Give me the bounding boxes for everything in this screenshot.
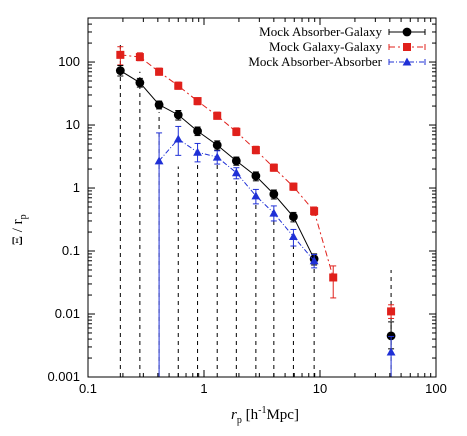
data-point: [135, 53, 144, 62]
data-point: [289, 182, 298, 191]
legend-item: Mock Galaxy-Galaxy: [269, 39, 426, 54]
data-point: [154, 156, 164, 165]
series-layer: [115, 46, 396, 377]
data-point: [269, 189, 279, 199]
x-tick-label: 10: [313, 381, 327, 396]
data-point: [386, 331, 396, 341]
tick-labels: 0.1 1 10 100 0.001 0.01 0.1 1 10 100: [47, 54, 446, 396]
data-point: [329, 273, 338, 282]
data-point: [193, 126, 202, 136]
series-mock-absorber-absorber: [154, 125, 396, 377]
legend-item: Mock Absorber-Galaxy: [259, 24, 426, 39]
y-tick-label: 0.01: [55, 306, 80, 321]
data-point: [213, 111, 222, 120]
y-tick-label: 0.001: [47, 369, 80, 384]
x-axis-label: rp [h-1Mpc]: [231, 405, 299, 426]
drop-lines: [119, 41, 392, 377]
data-point: [386, 347, 396, 356]
legend-label: Mock Absorber-Galaxy: [259, 24, 382, 39]
x-tick-label: 1: [200, 381, 207, 396]
y-tick-label: 0.1: [62, 243, 80, 258]
data-point: [251, 171, 261, 181]
data-point: [310, 207, 319, 216]
series-mock-galaxy-galaxy: [116, 46, 396, 319]
data-point: [402, 57, 412, 66]
y-axis-label: Ξ / rp: [10, 214, 29, 245]
data-point: [135, 78, 145, 88]
legend-label: Mock Absorber-Absorber: [248, 54, 382, 69]
data-point: [212, 140, 222, 150]
y-tick-label: 100: [58, 54, 80, 69]
data-point: [193, 147, 202, 156]
data-point: [212, 152, 222, 161]
data-point: [155, 67, 164, 76]
axis-ticks: [87, 17, 437, 378]
y-tick-label: 10: [66, 117, 80, 132]
data-point: [174, 81, 183, 90]
legend-item: Mock Absorber-Absorber: [248, 54, 426, 69]
data-point: [309, 256, 319, 265]
y-tick-label: 1: [73, 180, 80, 195]
data-point: [269, 163, 278, 172]
legend-label: Mock Galaxy-Galaxy: [269, 39, 382, 54]
data-point: [251, 146, 260, 155]
data-point: [231, 168, 241, 177]
data-point: [116, 50, 125, 59]
data-point: [115, 66, 125, 76]
data-point: [387, 307, 396, 316]
x-tick-label: 0.1: [79, 381, 97, 396]
x-tick-label: 100: [425, 381, 447, 396]
data-point: [154, 100, 164, 110]
data-point: [251, 191, 261, 200]
data-point: [193, 97, 202, 106]
data-point: [231, 156, 241, 166]
data-point: [173, 134, 183, 143]
data-point: [232, 127, 241, 136]
data-point: [403, 43, 411, 51]
data-point: [269, 208, 279, 217]
series-line: [120, 54, 334, 278]
data-point: [402, 27, 412, 37]
data-point: [289, 212, 298, 222]
data-point: [173, 110, 183, 120]
data-point: [289, 232, 298, 241]
